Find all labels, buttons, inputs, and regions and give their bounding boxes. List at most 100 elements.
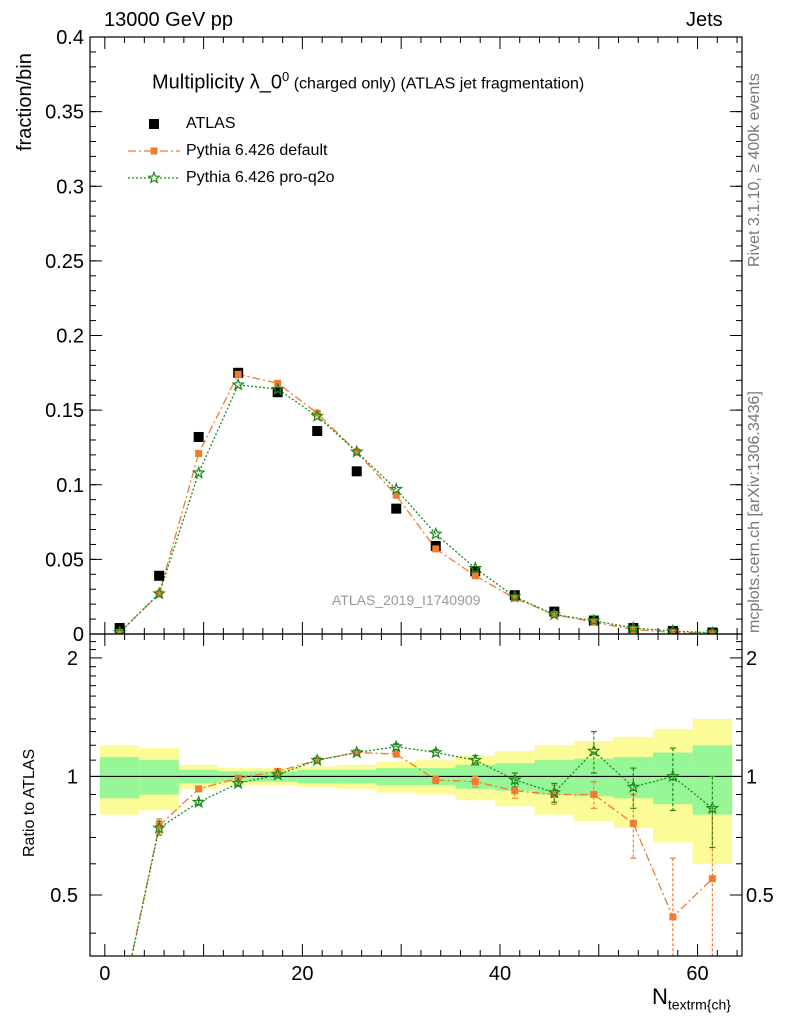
ratio-proq2o-point xyxy=(468,752,483,766)
default-point xyxy=(313,409,321,417)
ratio-ytick-label: 2 xyxy=(67,648,78,670)
ratio-proq2o-point xyxy=(349,745,364,759)
proq2o-point xyxy=(231,377,246,391)
ratio-xlabel-main: N xyxy=(652,984,668,1009)
main-ytick-label: 0.1 xyxy=(56,475,84,497)
proq2o-point xyxy=(665,623,680,634)
rivet-label: Rivet 3.1.10, ≥ 400k events xyxy=(746,73,763,267)
ratio-xlabel: Ntextrm{ch} xyxy=(652,984,731,1012)
default-point xyxy=(669,629,677,634)
ratio-xlabel-sub: textrm{ch} xyxy=(667,996,731,1013)
ratio-default-point xyxy=(708,875,716,883)
ratio-proq2o-point xyxy=(270,767,285,781)
ratio-ylabel: Ratio to ATLAS xyxy=(21,748,38,857)
ratio-default-point xyxy=(313,756,321,764)
atlas-point xyxy=(391,503,402,514)
ratio-frame xyxy=(89,633,743,957)
band-stat xyxy=(99,757,140,799)
atlas-point xyxy=(193,431,204,442)
ratio-bands xyxy=(99,718,733,864)
plot-title-sup: 0 xyxy=(282,69,290,84)
ratio-ytick-label-right: 0.5 xyxy=(746,885,774,907)
main-series xyxy=(112,367,720,634)
main-ytick-label: 0.3 xyxy=(56,176,84,198)
plot-title-tail: (charged only) (ATLAS jet fragmentation) xyxy=(289,75,585,93)
ratio-proq2o-point xyxy=(507,772,522,786)
legend-marker-atlas xyxy=(149,119,159,129)
ratio-proq2o-point xyxy=(626,779,641,793)
ratio-xtick-label: 0 xyxy=(99,963,110,985)
legend-marker-proq2o xyxy=(147,170,161,184)
ratio-proq2o-point xyxy=(547,785,562,799)
plot-title: Multiplicity λ_00 (charged only) (ATLAS … xyxy=(152,69,584,95)
main-ytick-label: 0.25 xyxy=(45,251,84,273)
proq2o-point xyxy=(349,444,364,458)
main-ytick-label: 0.4 xyxy=(56,27,84,49)
proq2o-point xyxy=(586,613,601,627)
ratio-ytick-label: 1 xyxy=(67,766,78,788)
atlas-point xyxy=(351,466,362,477)
default-point xyxy=(629,626,637,634)
legend-label-default: Pythia 6.426 default xyxy=(186,142,328,159)
ratio-proq2o-point xyxy=(191,794,206,809)
proq2o-point xyxy=(112,625,127,634)
ratio-proq2o-point xyxy=(665,769,680,783)
ratio-xtick-label: 20 xyxy=(291,963,313,985)
ratio-default-point xyxy=(471,778,479,786)
legend-marker-default xyxy=(150,147,158,155)
main-ytick-label: 0.05 xyxy=(45,549,84,571)
proq2o-point xyxy=(626,620,641,634)
ratio-default-point xyxy=(432,776,440,784)
ratio-proq2o-point xyxy=(389,739,404,753)
default-point xyxy=(708,629,716,634)
default-point xyxy=(353,448,361,456)
band-stat xyxy=(574,758,614,797)
atlas-point xyxy=(312,426,323,437)
ratio-proq2o-point xyxy=(310,752,325,766)
ratio-proq2o-point xyxy=(231,776,246,790)
default-point xyxy=(511,594,519,602)
default-point xyxy=(116,629,124,634)
default-point xyxy=(155,590,163,598)
band-stat xyxy=(613,757,654,799)
legend-label-proq2o: Pythia 6.426 pro-q2o xyxy=(186,169,335,186)
ratio-ytick-label-right: 1 xyxy=(746,766,757,788)
proq2o-point xyxy=(389,481,404,496)
main-ylabel: fraction/bin xyxy=(14,53,36,151)
legend-label-atlas: ATLAS xyxy=(186,115,236,132)
ratio-proq2o-point xyxy=(705,801,720,815)
atlas-point xyxy=(154,570,165,581)
proq2o-point xyxy=(468,561,483,575)
header-left: 13000 GeV pp xyxy=(104,9,233,31)
ratio-ytick-label: 0.5 xyxy=(50,885,78,907)
header-right: Jets xyxy=(686,9,723,31)
ratio-series xyxy=(131,730,720,956)
main-ytick-label: 0.2 xyxy=(56,326,84,348)
ratio-default-point xyxy=(274,767,282,775)
watermark: ATLAS_2019_I1740909 xyxy=(332,592,481,608)
ratio-default-point xyxy=(629,819,637,827)
proq2o-point xyxy=(547,607,562,621)
ratio-proq2o-point xyxy=(586,743,601,757)
ratio-proq2o-point xyxy=(152,820,167,834)
plot-title-main: Multiplicity λ_0 xyxy=(152,71,283,94)
ratio-default-point xyxy=(511,787,519,795)
proq2o-point xyxy=(428,526,443,540)
ratio-default-point xyxy=(353,749,361,757)
ratio-default-point xyxy=(392,750,400,758)
default-point xyxy=(590,618,598,626)
main-ytick-label: 0 xyxy=(73,624,84,646)
default-point xyxy=(195,449,203,457)
default-point xyxy=(234,370,242,378)
main-ytick-label: 0.15 xyxy=(45,400,84,422)
mcplots-label: mcplots.cern.ch [arXiv:1306.3436] xyxy=(746,391,763,633)
ratio-line-default xyxy=(131,751,713,956)
ratio-ytick-label-right: 2 xyxy=(746,648,757,670)
default-point xyxy=(550,611,558,619)
ratio-xtick-label: 40 xyxy=(489,963,511,985)
series-line-proq2o xyxy=(119,384,713,634)
proq2o-point xyxy=(310,408,325,422)
ratio-default-point xyxy=(590,790,598,798)
default-point xyxy=(471,572,479,580)
